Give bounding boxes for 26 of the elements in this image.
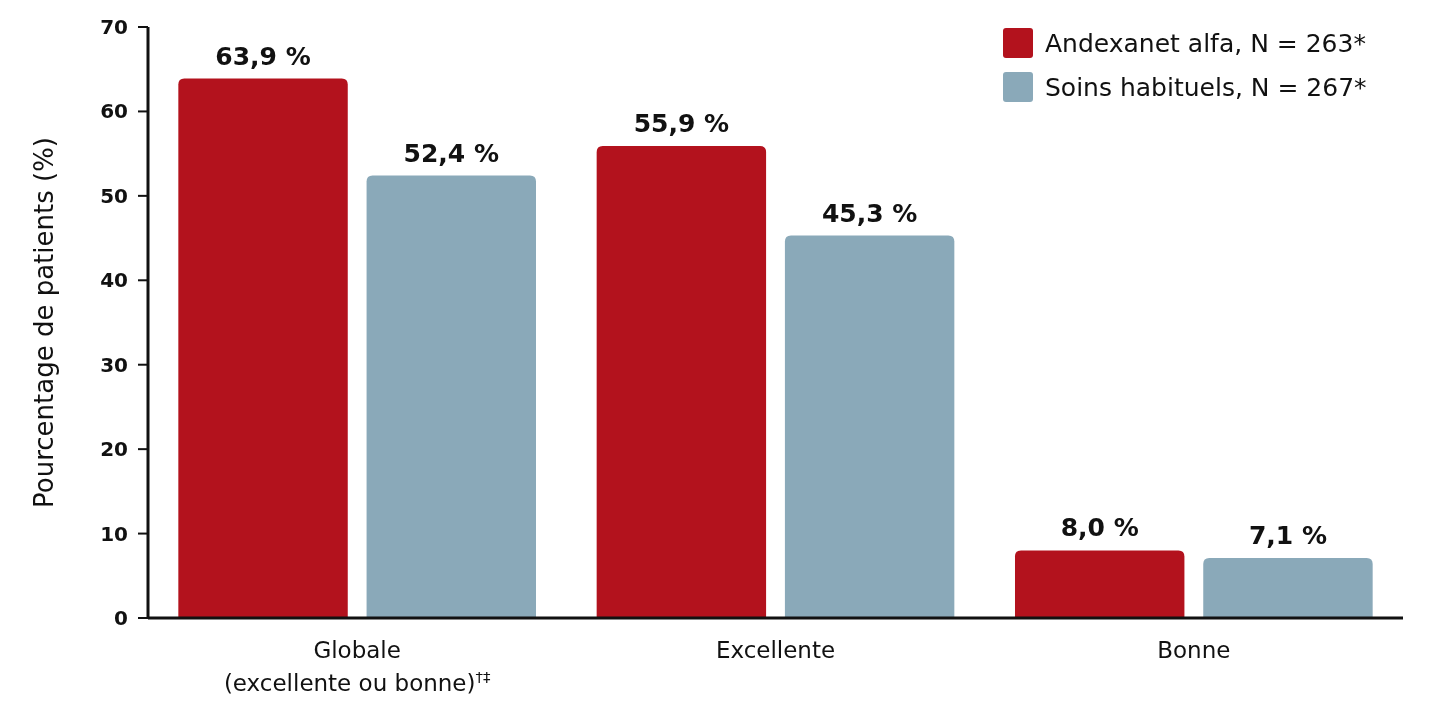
y-axis-title: Pourcentage de patients (%) xyxy=(29,136,59,509)
y-tick-label: 70 xyxy=(100,15,128,39)
data-label: 52,4 % xyxy=(403,138,500,168)
y-tick-label: 50 xyxy=(100,183,128,208)
bar xyxy=(178,78,348,618)
bar xyxy=(1203,558,1373,618)
data-label: 55,9 % xyxy=(633,109,730,139)
legend-label: Soins habituels, N = 267* xyxy=(1045,72,1367,102)
y-tick-label: 30 xyxy=(100,352,128,377)
bar xyxy=(1015,550,1185,618)
y-tick-label: 40 xyxy=(100,268,128,293)
legend-label: Andexanet alfa, N = 263* xyxy=(1045,28,1366,58)
bar xyxy=(596,146,767,618)
y-tick-label: 0 xyxy=(114,606,128,630)
data-label: 7,1 % xyxy=(1248,521,1327,551)
bar xyxy=(366,175,536,618)
bar xyxy=(784,235,955,618)
y-tick-label: 60 xyxy=(100,99,128,124)
data-label: 8,0 % xyxy=(1060,513,1139,543)
x-tick-label: Excellente xyxy=(715,637,836,663)
x-tick-label: Bonne xyxy=(1157,637,1231,663)
y-tick-label: 10 xyxy=(100,521,128,546)
y-tick-label: 20 xyxy=(100,437,128,462)
x-tick-label: Globale (excellente ou bonne)$^{†‡}$ xyxy=(223,637,491,696)
data-label: 63,9 % xyxy=(215,41,311,71)
data-label: 45,3 % xyxy=(821,198,918,228)
